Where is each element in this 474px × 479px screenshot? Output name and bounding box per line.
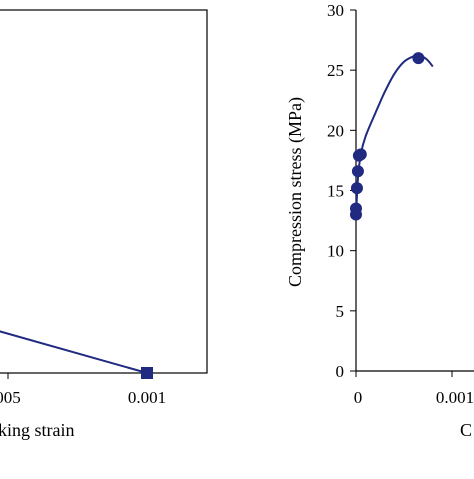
left-x-axis-title: king strain — [0, 420, 75, 440]
left-x-tick-label: 005 — [0, 388, 21, 407]
right-x-tick-label: 0 — [354, 388, 363, 407]
left-plot-area — [0, 330, 153, 379]
right-axes: 0 5 10 15 20 25 30 — [327, 1, 474, 381]
left-chart-panel: 005 0.001 king strain — [0, 9, 208, 440]
right-data-point — [412, 52, 425, 65]
right-y-tick-label: 15 — [327, 182, 344, 201]
right-plot-area — [350, 52, 434, 221]
right-chart-panel: 0 5 10 15 20 25 30 Compression stress (MPa) 0 … — [285, 1, 474, 440]
left-data-point — [141, 367, 153, 379]
right-x-axis-title: C — [460, 420, 472, 440]
left-plot-frame — [0, 9, 208, 374]
right-y-tick-label: 0 — [336, 362, 345, 381]
right-y-tick-label: 10 — [327, 242, 344, 261]
right-data-point — [350, 182, 363, 195]
right-y-tick-label: 20 — [327, 121, 344, 140]
right-data-point — [351, 165, 364, 178]
left-series-line — [0, 330, 148, 374]
right-y-tick-label: 5 — [336, 302, 345, 321]
right-data-point — [350, 202, 362, 215]
right-y-tick-label: 25 — [327, 61, 344, 80]
right-data-point — [354, 148, 367, 161]
right-x-tick-label: 0.001 — [436, 388, 474, 407]
left-x-tick-label: 0.001 — [128, 388, 166, 407]
right-y-tick-label: 30 — [327, 1, 344, 20]
right-y-axis-title: Compression stress (MPa) — [285, 97, 306, 287]
right-fitted-curve — [355, 54, 434, 218]
